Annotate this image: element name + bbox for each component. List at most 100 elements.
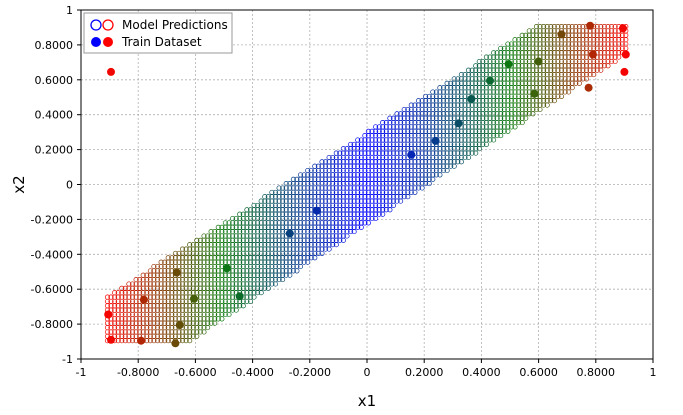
prediction-marker <box>265 194 271 200</box>
prediction-marker <box>612 24 618 30</box>
prediction-marker <box>462 72 468 78</box>
prediction-marker <box>423 93 429 99</box>
x-tick-label: 0.4000 <box>462 366 501 379</box>
train-data-point <box>235 292 244 301</box>
train-data-point <box>139 295 148 304</box>
legend-label-predictions: Model Predictions <box>122 18 228 32</box>
prediction-marker <box>594 24 600 30</box>
prediction-marker <box>344 146 350 152</box>
prediction-marker <box>519 32 525 38</box>
prediction-marker <box>383 120 389 126</box>
prediction-marker <box>508 41 514 47</box>
prediction-marker <box>294 176 300 182</box>
prediction-marker <box>108 294 114 300</box>
model-prediction-markers <box>104 24 629 344</box>
train-data-point <box>588 50 597 59</box>
train-data-point <box>530 89 539 98</box>
prediction-marker <box>548 24 554 30</box>
train-data-point <box>534 57 543 66</box>
x-tick-label: -0.4000 <box>231 366 273 379</box>
prediction-marker <box>251 202 257 208</box>
prediction-marker <box>555 24 561 30</box>
prediction-marker <box>240 211 246 217</box>
legend-hollow-red-marker <box>102 19 114 31</box>
y-tick-label: 0.2000 <box>35 144 74 157</box>
train-data-point <box>107 335 115 344</box>
prediction-marker <box>247 207 254 213</box>
train-data-point <box>504 60 513 69</box>
prediction-marker <box>573 24 579 30</box>
prediction-marker <box>237 211 243 217</box>
prediction-marker <box>226 220 232 226</box>
prediction-marker <box>280 185 286 191</box>
train-data-point <box>107 67 115 76</box>
y-tick-label: 0.4000 <box>35 109 74 122</box>
train-data-point <box>175 321 184 329</box>
prediction-marker <box>598 24 604 30</box>
train-data-point <box>104 310 113 319</box>
prediction-marker <box>526 28 532 34</box>
prediction-marker <box>483 54 489 60</box>
train-data-point <box>454 119 463 128</box>
y-tick-label: 0 <box>66 179 73 192</box>
train-data-point <box>431 136 440 145</box>
prediction-marker <box>197 237 203 243</box>
train-data-point <box>137 336 146 345</box>
prediction-marker <box>215 224 221 230</box>
prediction-marker <box>358 137 364 143</box>
prediction-marker <box>605 24 611 30</box>
prediction-marker <box>201 233 207 239</box>
prediction-marker <box>190 242 196 248</box>
train-data-point <box>467 95 476 103</box>
prediction-marker <box>473 63 479 69</box>
train-data-point <box>584 83 593 92</box>
prediction-marker <box>122 285 128 291</box>
prediction-marker <box>333 150 339 156</box>
prediction-marker <box>208 229 214 235</box>
prediction-marker <box>315 163 321 169</box>
prediction-marker <box>469 67 475 73</box>
prediction-marker <box>137 277 143 283</box>
x-tick-label: 1 <box>650 366 657 379</box>
prediction-marker <box>183 246 189 252</box>
legend-hollow-blue-marker <box>90 19 102 31</box>
prediction-marker <box>576 24 582 30</box>
prediction-marker <box>387 115 393 121</box>
train-data-point <box>407 150 416 159</box>
prediction-marker <box>376 124 382 130</box>
train-data-point <box>620 67 629 76</box>
prediction-marker <box>608 24 615 30</box>
y-tick-label: 0.8000 <box>35 39 74 52</box>
prediction-marker <box>408 102 414 108</box>
y-axis-title: x2 <box>10 175 28 193</box>
prediction-marker <box>501 45 507 51</box>
train-data-point <box>172 268 181 277</box>
prediction-marker <box>415 98 422 104</box>
prediction-marker <box>219 224 225 230</box>
prediction-marker <box>476 58 482 65</box>
x-tick-label: -0.6000 <box>174 366 216 379</box>
x-tick-label: -1 <box>76 366 87 379</box>
prediction-marker <box>262 194 268 200</box>
prediction-marker <box>301 172 307 178</box>
y-tick-label: -0.2000 <box>31 213 73 226</box>
prediction-marker <box>244 207 250 213</box>
prediction-marker <box>326 154 332 161</box>
prediction-marker <box>115 290 121 296</box>
prediction-marker <box>523 32 529 38</box>
prediction-marker <box>129 281 136 287</box>
prediction-marker <box>297 172 304 178</box>
prediction-marker <box>541 24 547 30</box>
prediction-marker <box>233 215 239 222</box>
prediction-marker <box>355 137 361 143</box>
prediction-marker <box>394 111 400 117</box>
x-tick-label: -0.2000 <box>289 366 331 379</box>
prediction-marker <box>179 246 186 252</box>
train-data-point <box>486 76 494 85</box>
x-axis-ticks: -1 -0.8000 -0.6000 -0.4000 -0.2000 0 0.2000 0.4… <box>76 359 657 379</box>
prediction-marker <box>448 80 454 86</box>
x-axis-title: x1 <box>358 392 376 410</box>
prediction-marker <box>144 272 150 278</box>
legend-filled-blue-marker <box>91 37 101 47</box>
